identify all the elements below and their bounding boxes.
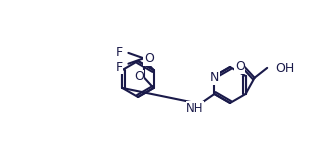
Text: O: O bbox=[144, 52, 154, 65]
Text: NH: NH bbox=[186, 102, 204, 115]
Text: O: O bbox=[134, 70, 144, 83]
Text: F: F bbox=[115, 46, 122, 59]
Text: O: O bbox=[235, 60, 245, 73]
Text: N: N bbox=[210, 71, 219, 84]
Text: OH: OH bbox=[275, 62, 295, 75]
Text: F: F bbox=[115, 61, 122, 74]
